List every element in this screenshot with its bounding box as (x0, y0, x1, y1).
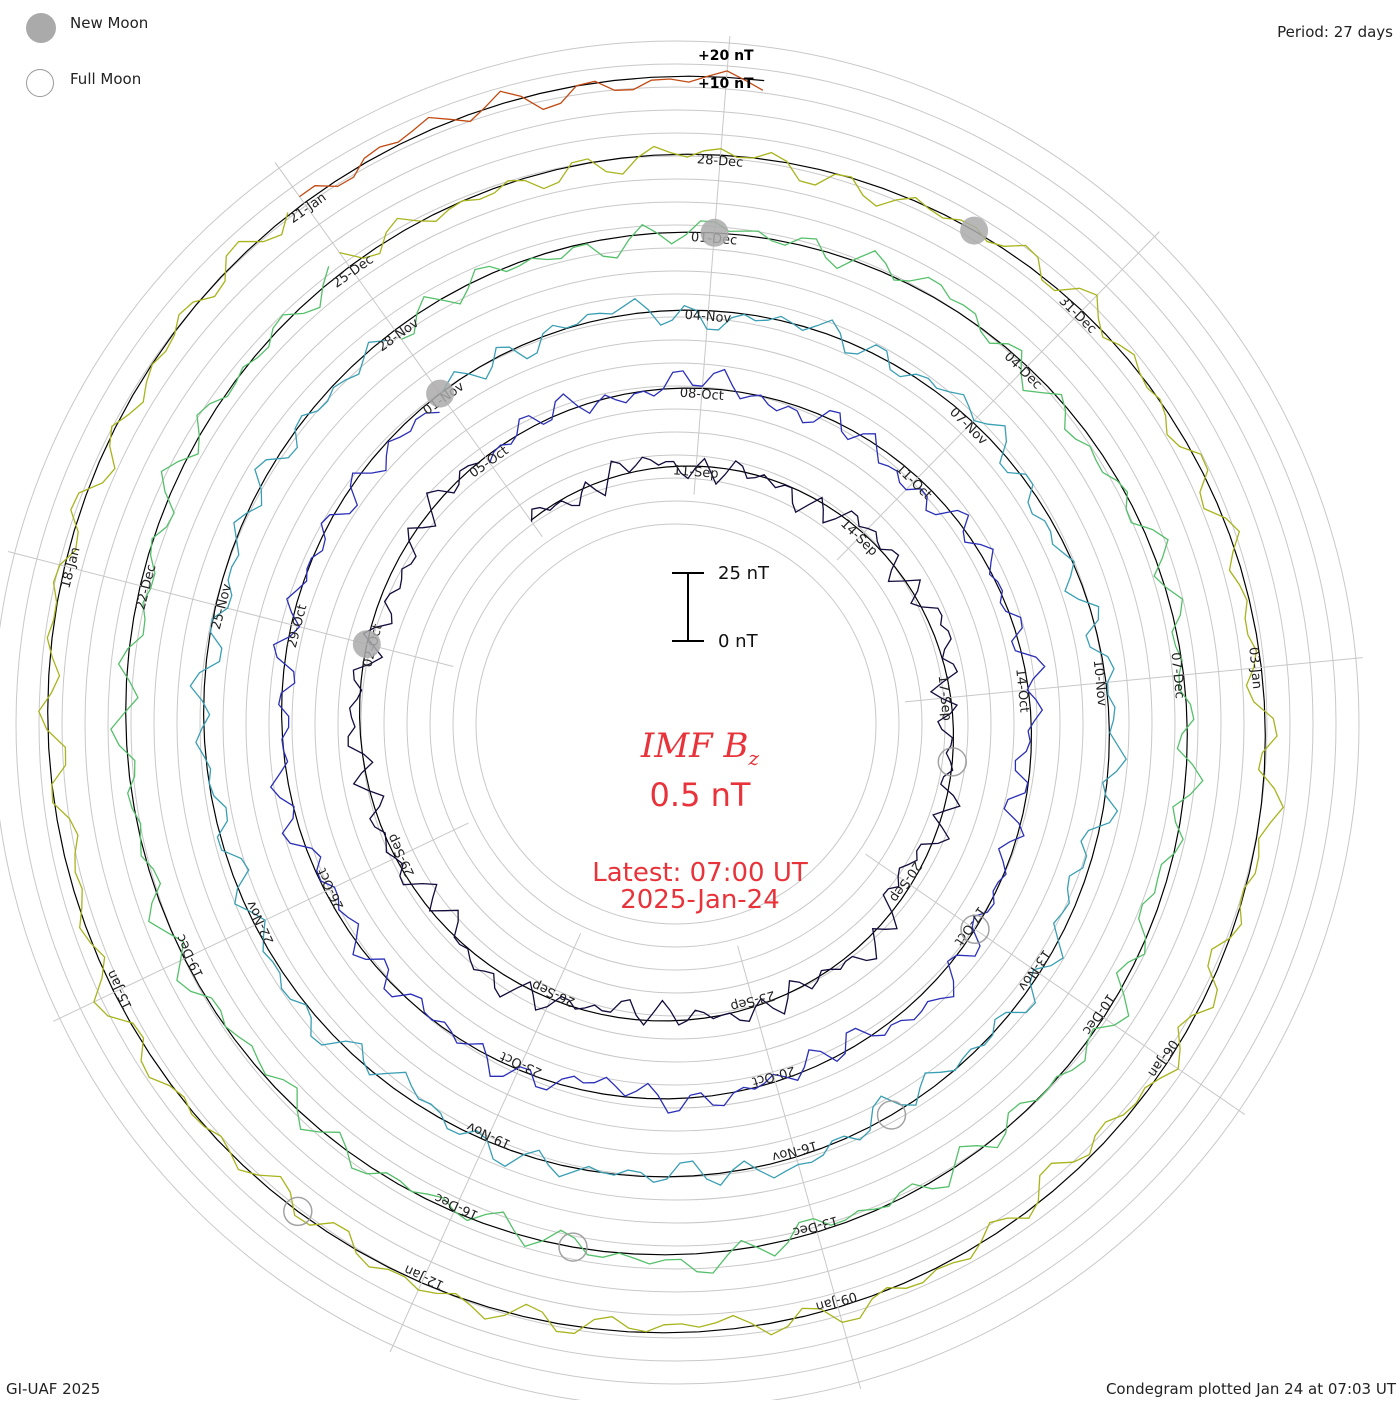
grid-spoke (389, 933, 582, 1353)
parameter-title-main: IMF B (640, 726, 749, 766)
date-label: 06-Jan (1144, 1037, 1180, 1080)
date-label: 26-Sep (530, 977, 578, 1010)
grid-ring (268, 316, 1084, 1132)
date-label: 29-Oct (285, 603, 311, 649)
data-series (38, 70, 1285, 1336)
grid-spoke (737, 945, 862, 1389)
grid-ring (337, 385, 1015, 1063)
parameter-title-sub: z (748, 745, 760, 770)
legend-new-moon-label: New Moon (70, 14, 149, 32)
grid-ring (314, 362, 1038, 1086)
zero-baseline (47, 75, 1266, 1334)
grid-spokes (7, 36, 1363, 1389)
full-moon-marker (558, 1232, 588, 1262)
scale-top-label: 25 nT (718, 563, 770, 584)
moon-markers (283, 216, 990, 1262)
grid-ring (130, 178, 1222, 1270)
date-label: 14-Oct (1012, 668, 1031, 713)
scale-bar (672, 572, 704, 642)
grid-ring (475, 523, 877, 925)
ring-label-plus10: +10 nT (698, 76, 754, 92)
grid-rings (0, 40, 1360, 1404)
grid-spoke (693, 36, 731, 495)
date-label: 23-Sep (729, 987, 777, 1014)
grid-ring (291, 339, 1061, 1109)
grid-ring (15, 63, 1337, 1385)
series-line-6 (299, 70, 764, 198)
full-moon-marker (960, 914, 990, 945)
series-line-4 (110, 220, 1204, 1274)
grid-ring (38, 86, 1314, 1362)
grid-ring (222, 270, 1130, 1178)
grid-ring (153, 201, 1199, 1247)
grid-ring (107, 155, 1245, 1293)
grid-ring (61, 109, 1291, 1339)
date-label: 25-Dec (330, 252, 376, 291)
date-label: 16-Dec (432, 1189, 480, 1222)
date-label: 28-Dec (696, 152, 743, 171)
series-line-3 (189, 297, 1127, 1186)
latest-time: Latest: 07:00 UT (592, 858, 808, 888)
new-moon-marker (960, 216, 989, 245)
date-label: 11-Sep (672, 463, 719, 482)
grid-ring (452, 500, 900, 948)
series-line-5 (38, 145, 1285, 1336)
new-moon-marker (352, 630, 381, 659)
date-label: 20-Oct (750, 1062, 796, 1088)
date-label: 08-Oct (679, 386, 724, 404)
parameter-title: IMF Bz (0, 726, 1400, 770)
latest-date: 2025-Jan-24 (620, 885, 780, 915)
date-label: 07-Dec (1167, 652, 1186, 700)
grid-spoke (274, 162, 543, 538)
grid-spoke (836, 231, 1160, 561)
date-label: 03-Jan (1245, 646, 1264, 689)
grid-ring (245, 293, 1107, 1155)
new-moon-icon (26, 13, 56, 43)
scale-bottom-label: 0 nT (718, 631, 758, 652)
series-line-2 (269, 368, 1046, 1114)
grid-ring (406, 454, 946, 994)
footer-credit: GI-UAF 2025 (6, 1380, 101, 1398)
date-label: 05-Oct (467, 443, 512, 481)
grid-ring (360, 408, 992, 1040)
grid-ring (84, 132, 1268, 1316)
date-label: 17-Sep (935, 675, 954, 722)
grid-ring (0, 40, 1360, 1404)
period-label: Period: 27 days (1277, 23, 1393, 41)
footer-plot-time: Condegram plotted Jan 24 at 07:03 UT (1105, 1380, 1396, 1398)
grid-ring (429, 477, 923, 971)
full-moon-marker (283, 1196, 313, 1227)
grid-ring (176, 224, 1176, 1224)
new-moon-marker (700, 218, 729, 247)
grid-ring (199, 247, 1153, 1201)
date-label: 13-Nov (1014, 946, 1053, 993)
current-value: 0.5 nT (649, 776, 751, 814)
new-moon-marker (426, 379, 455, 408)
full-moon-icon (26, 69, 54, 97)
date-label: 04-Nov (684, 308, 732, 327)
full-moon-marker (876, 1100, 907, 1130)
full-moon-marker (937, 747, 968, 777)
legend-full-moon-label: Full Moon (70, 70, 142, 88)
series-line-1 (347, 456, 961, 1026)
grid-ring (383, 431, 969, 1017)
ring-label-plus20: +20 nT (698, 48, 754, 64)
date-label: 13-Dec (791, 1212, 840, 1239)
date-label: 09-Jan (814, 1288, 858, 1314)
date-label: 25-Nov (209, 582, 235, 631)
date-label: 16-Nov (770, 1137, 819, 1164)
date-label: 28-Nov (375, 316, 422, 355)
date-label: 22-Dec (133, 563, 159, 612)
grid-spoke (865, 853, 1246, 1116)
grid-spoke (904, 657, 1363, 703)
date-label: 10-Nov (1090, 659, 1109, 707)
date-label: 15-Jan (104, 967, 136, 1011)
grid-spoke (53, 822, 469, 1022)
